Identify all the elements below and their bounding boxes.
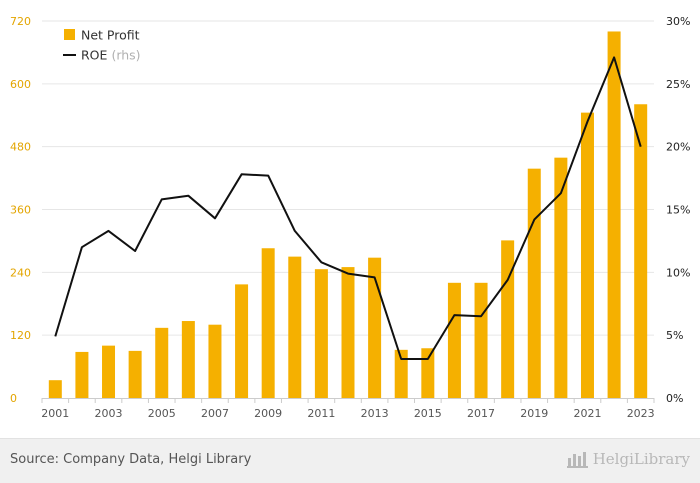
left-tick-label: 480 [10,141,31,154]
roe-line-series [54,56,642,360]
right-tick-label: 10% [666,266,690,279]
x-tick-label: 2005 [148,407,176,420]
x-tick-label: 2007 [201,407,229,420]
right-tick-label: 30% [666,15,690,28]
bar-net-profit [341,267,355,398]
right-tick-label: 15% [666,204,690,217]
bar-net-profit [421,348,435,398]
net-profit-bars [48,31,648,399]
bar-net-profit [314,269,328,398]
bar-net-profit [155,327,169,398]
bar-net-profit [527,168,541,398]
bar-net-profit [288,256,302,398]
x-tick-label: 2021 [573,407,601,420]
roe-line [54,56,642,360]
bar-net-profit [368,257,382,398]
bar-net-profit [181,321,195,398]
library-logo-icon [566,452,588,468]
legend: Net Profit ROE (rhs) [63,28,141,63]
right-tick-label: 0% [666,392,683,405]
left-tick-label: 360 [10,204,31,217]
legend-label-roe-suffix: (rhs) [111,48,140,63]
bar-net-profit [554,157,568,398]
bar-net-profit [607,31,621,398]
bar-net-profit [208,324,222,398]
bar-net-profit [501,240,515,398]
right-axis-ticks: 0% 5% 10% 15% 20% 25% 30% [666,15,690,405]
left-axis-ticks: 0 120 240 360 480 600 720 [10,15,31,405]
legend-label-net-profit: Net Profit [81,28,140,43]
legend-label-roe-name: ROE [81,48,108,63]
x-tick-label: 2011 [307,407,335,420]
gridlines [42,20,654,336]
x-tick-label: 2003 [95,407,123,420]
x-tick-label: 2001 [41,407,69,420]
bar-net-profit [48,380,62,398]
bar-net-profit [447,282,461,398]
legend-label-roe: ROE (rhs) [81,48,141,63]
bar-net-profit [128,350,142,398]
bar-net-profit [580,112,594,398]
x-tick-label: 2013 [361,407,389,420]
x-axis: 2001 2003 2005 2007 2009 2011 2013 2015 2017 2019… [41,398,655,420]
left-tick-label: 120 [10,329,31,342]
brand-name: HelgiLibrary [592,450,690,468]
bar-net-profit [634,104,648,399]
x-tick-label: 2019 [520,407,548,420]
footer: Source: Company Data, Helgi Library Helg… [0,438,700,483]
x-tick-label: 2023 [627,407,655,420]
x-tick-label: 2015 [414,407,442,420]
bar-net-profit [474,282,488,398]
left-tick-label: 240 [10,266,31,279]
legend-swatch-net-profit [64,29,75,40]
left-tick-label: 600 [10,78,31,91]
brand-logo: HelgiLibrary [566,450,690,468]
source-note: Source: Company Data, Helgi Library [10,452,252,467]
bar-net-profit [75,351,89,398]
x-tick-label: 2017 [467,407,495,420]
bar-net-profit [261,248,275,398]
bar-net-profit [394,349,408,398]
bar-net-profit [235,284,249,398]
left-tick-label: 0 [10,392,17,405]
x-tick-label: 2009 [254,407,282,420]
left-tick-label: 720 [10,15,31,28]
right-tick-label: 5% [666,329,683,342]
right-tick-label: 25% [666,78,690,91]
bar-net-profit [102,345,116,398]
right-tick-label: 20% [666,141,690,154]
